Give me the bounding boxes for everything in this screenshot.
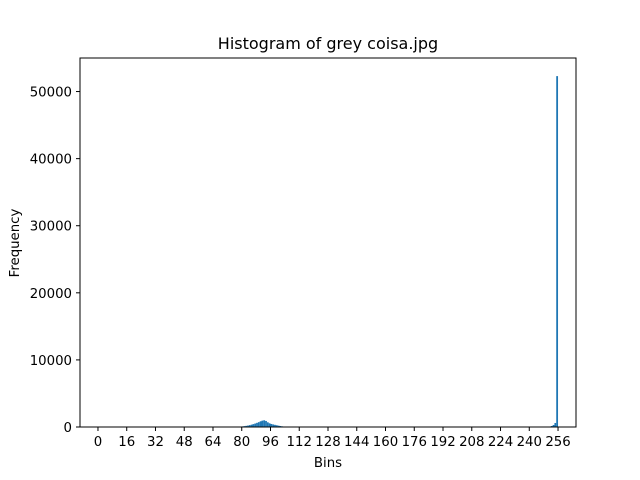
histogram-bar <box>256 422 258 427</box>
x-axis-label: Bins <box>314 456 342 471</box>
x-tick-label: 176 <box>402 435 427 450</box>
x-tick-label: 144 <box>344 435 369 450</box>
histogram-bar <box>274 424 276 427</box>
histogram-bar <box>556 76 559 427</box>
histogram-bar <box>550 425 553 427</box>
x-tick-label: 240 <box>517 435 542 450</box>
histogram-bar <box>248 425 251 427</box>
y-tick-label: 10000 <box>30 354 72 369</box>
histogram-bar <box>265 420 267 427</box>
y-tick-label: 0 <box>64 421 72 436</box>
histogram-bar <box>270 423 273 427</box>
histogram-bar <box>552 424 555 427</box>
bars-group <box>238 76 559 427</box>
x-tick-label: 192 <box>430 435 455 450</box>
histogram-bar <box>261 420 264 427</box>
y-axis-label: Frequency <box>8 209 23 278</box>
x-tick-label: 128 <box>315 435 340 450</box>
y-axis: 0 10000 20000 30000 40000 50000 <box>30 86 80 436</box>
histogram-bar <box>266 422 269 427</box>
histogram-bar <box>250 424 253 427</box>
x-tick-label: 112 <box>287 435 312 450</box>
plot-frame <box>79 57 577 428</box>
histogram-bar <box>268 423 271 427</box>
y-tick-label: 50000 <box>30 86 72 101</box>
histogram-bar <box>277 425 280 427</box>
histogram-bar <box>279 425 282 427</box>
histogram-bar <box>275 425 278 427</box>
x-tick-label: 48 <box>176 435 193 450</box>
histogram-bar <box>254 423 257 427</box>
x-tick-label: 32 <box>147 435 164 450</box>
x-tick-label: 0 <box>94 435 102 450</box>
histogram-bar <box>272 424 275 427</box>
y-tick-label: 20000 <box>30 287 72 302</box>
x-tick-label: 208 <box>459 435 484 450</box>
histogram-bar <box>247 425 249 427</box>
y-tick-label: 30000 <box>30 220 72 235</box>
x-tick-label: 64 <box>205 435 222 450</box>
histogram-bar <box>252 424 255 427</box>
histogram-bar <box>245 425 248 427</box>
histogram-bar <box>263 420 266 427</box>
x-tick-label: 16 <box>118 435 135 450</box>
x-tick-label: 224 <box>488 435 513 450</box>
y-tick-label: 40000 <box>30 153 72 168</box>
x-tick-label: 96 <box>262 435 279 450</box>
chart-title: Histogram of grey coisa.jpg <box>218 34 438 53</box>
x-tick-label: 256 <box>545 435 570 450</box>
x-tick-label: 160 <box>373 435 398 450</box>
x-tick-label: 80 <box>233 435 250 450</box>
histogram-bar <box>259 421 262 427</box>
histogram-bar <box>257 422 260 427</box>
x-axis: 0 16 32 48 64 80 96 112 128 144 160 176 192 208 224 240… <box>94 427 571 450</box>
histogram-bar <box>554 422 557 427</box>
